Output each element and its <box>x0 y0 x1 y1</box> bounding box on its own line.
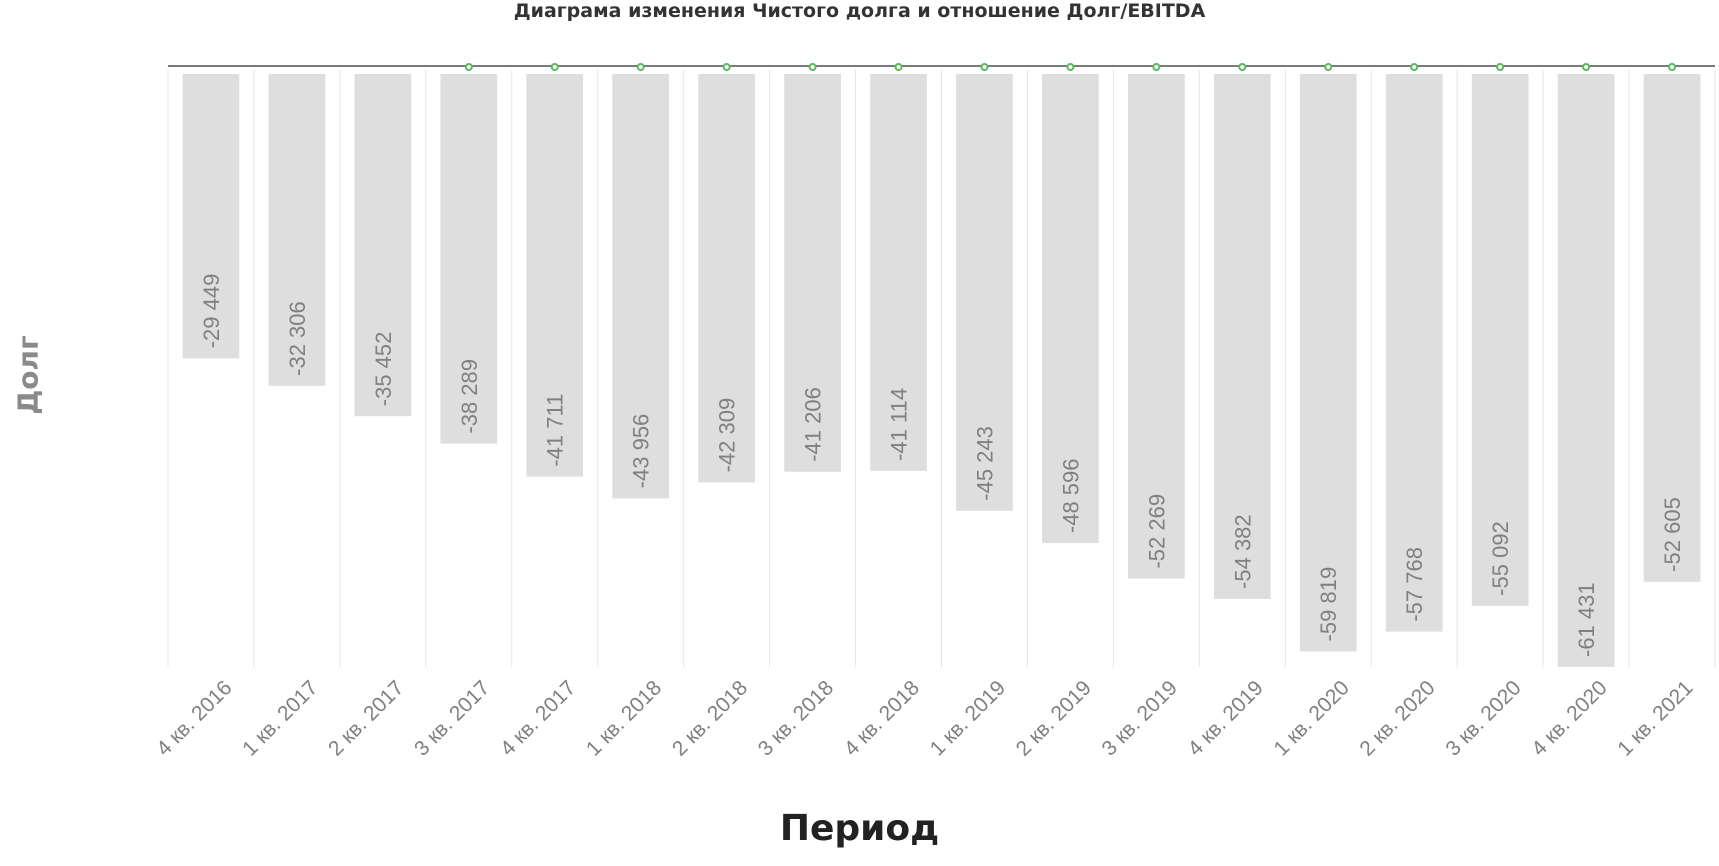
bar-label-8: -41 114 <box>887 388 912 461</box>
x-tick-label-17: 1 кв. 2021 <box>1613 676 1697 760</box>
bar-label-14: -57 768 <box>1402 547 1427 622</box>
ratio-marker-5 <box>636 63 645 71</box>
y-axis-title: Долг <box>11 335 45 415</box>
x-tick-label-10: 2 кв. 2019 <box>1012 676 1096 760</box>
x-tick-label-13: 1 кв. 2020 <box>1269 676 1353 760</box>
x-tick-label-3: 3 кв. 2017 <box>410 676 494 760</box>
bar-8 <box>870 74 927 471</box>
x-tick-label-1: 1 кв. 2017 <box>238 676 322 760</box>
bar-label-2: -35 452 <box>371 332 396 407</box>
x-tick-label-15: 3 кв. 2020 <box>1441 676 1525 760</box>
bar-10 <box>1042 74 1099 544</box>
ratio-marker-9 <box>980 63 989 71</box>
ratio-marker-14 <box>1410 63 1419 71</box>
bar-label-0: -29 449 <box>199 274 224 349</box>
bar-16 <box>1557 74 1615 667</box>
bar-0 <box>182 74 240 359</box>
ratio-marker-15 <box>1496 63 1505 71</box>
bar-15 <box>1471 74 1529 606</box>
bar-11 <box>1127 74 1185 579</box>
bar-9 <box>956 74 1013 511</box>
bar-label-17: -52 605 <box>1660 497 1685 572</box>
bar-label-10: -48 596 <box>1058 458 1083 533</box>
ratio-marker-17 <box>1668 63 1677 71</box>
bar-2 <box>354 74 412 417</box>
ratio-markers <box>464 63 1677 71</box>
bar-label-7: -41 206 <box>801 387 826 462</box>
ratio-marker-6 <box>722 63 731 71</box>
ratio-marker-3 <box>464 63 473 71</box>
ratio-marker-13 <box>1324 63 1333 71</box>
bar-3 <box>440 74 498 444</box>
x-tick-label-0: 4 кв. 2016 <box>152 676 236 760</box>
bar-4 <box>526 74 584 477</box>
bar-12 <box>1213 74 1271 599</box>
bar-label-5: -43 956 <box>629 414 654 489</box>
x-tick-label-4: 4 кв. 2017 <box>496 676 580 760</box>
ratio-marker-4 <box>550 63 559 71</box>
bar-label-1: -32 306 <box>285 301 310 376</box>
bar-1 <box>268 74 326 386</box>
x-tick-labels: 4 кв. 2016 1 кв. 2017 2 кв. 2017 3 кв. 2017… <box>152 676 1697 760</box>
bar-label-6: -42 309 <box>715 398 740 473</box>
bar-labels: -29 449 -32 306 -35 452 -38 289 -41 711 -43 9… <box>199 274 1685 657</box>
ratio-marker-12 <box>1238 63 1247 71</box>
bar-13 <box>1299 74 1357 652</box>
ratio-marker-7 <box>808 63 817 71</box>
x-tick-label-6: 2 кв. 2018 <box>668 676 752 760</box>
bar-label-16: -61 431 <box>1574 582 1599 657</box>
bar-17 <box>1643 74 1701 582</box>
x-tick-label-8: 4 кв. 2018 <box>840 676 924 760</box>
grid-lines <box>167 70 1716 667</box>
x-tick-label-16: 4 кв. 2020 <box>1527 676 1611 760</box>
ratio-marker-10 <box>1066 63 1075 71</box>
bar-14 <box>1385 74 1443 632</box>
x-tick-label-5: 1 кв. 2018 <box>582 676 666 760</box>
x-tick-label-9: 1 кв. 2019 <box>926 676 1010 760</box>
ratio-marker-16 <box>1582 63 1591 71</box>
x-tick-label-2: 2 кв. 2017 <box>324 676 408 760</box>
bars <box>182 74 1701 667</box>
bar-label-3: -38 289 <box>457 359 482 434</box>
chart-title: Диаграма изменения Чистого долга и отнош… <box>513 0 1206 22</box>
ratio-marker-11 <box>1152 63 1161 71</box>
bar-label-11: -52 269 <box>1144 494 1169 569</box>
bar-label-12: -54 382 <box>1230 514 1255 589</box>
bar-5 <box>612 74 670 499</box>
x-tick-label-11: 3 кв. 2019 <box>1098 676 1182 760</box>
x-tick-label-12: 4 кв. 2019 <box>1184 676 1268 760</box>
bar-label-9: -45 243 <box>972 426 997 501</box>
x-axis-title: Период <box>779 808 940 849</box>
ratio-marker-8 <box>894 63 903 71</box>
bar-label-15: -55 092 <box>1488 521 1513 596</box>
x-tick-label-7: 3 кв. 2018 <box>754 676 838 760</box>
bar-7 <box>784 74 841 472</box>
bar-label-13: -59 819 <box>1316 567 1341 642</box>
bar-label-4: -41 711 <box>543 394 568 467</box>
bar-6 <box>698 74 756 483</box>
x-tick-label-14: 2 кв. 2020 <box>1355 676 1439 760</box>
